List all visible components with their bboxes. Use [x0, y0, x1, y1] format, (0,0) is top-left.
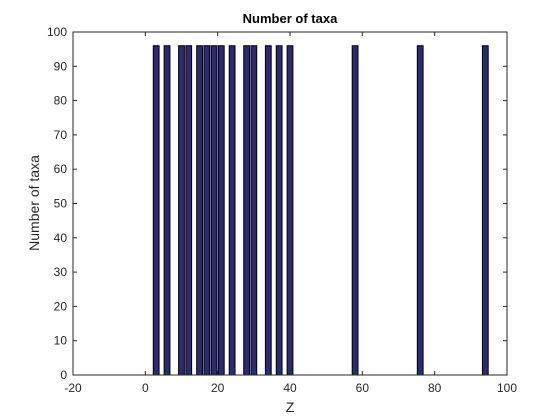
y-axis-ticks: 0 10 20 30 40 50 60 70 80 90 100: [47, 25, 507, 382]
bar: [228, 45, 236, 376]
bar: [351, 45, 359, 376]
x-tick-label: -20: [64, 381, 82, 395]
x-tick-label: 100: [497, 381, 517, 395]
y-tick-label: 90: [54, 59, 68, 73]
bar: [264, 45, 272, 376]
y-tick-label: 20: [54, 299, 68, 313]
bar: [152, 45, 160, 376]
bar: [210, 45, 218, 376]
x-tick-label: 0: [142, 381, 149, 395]
y-tick-label: 40: [54, 231, 68, 245]
bar: [163, 45, 171, 376]
y-axis-label: Number of taxa: [26, 155, 42, 251]
bar: [275, 45, 283, 376]
bar: [416, 45, 424, 376]
y-tick-label: 100: [47, 25, 67, 39]
x-tick-label: 80: [428, 381, 442, 395]
y-tick-label: 30: [54, 265, 68, 279]
x-axis-label: Z: [286, 399, 295, 415]
bar: [196, 45, 203, 376]
chart-title: Number of taxa: [243, 11, 338, 26]
x-tick-label: 20: [211, 381, 225, 395]
x-tick-label: 40: [283, 381, 297, 395]
bar: [286, 45, 294, 376]
y-tick-label: 0: [60, 368, 67, 382]
y-tick-label: 80: [54, 94, 68, 108]
bar: [203, 45, 211, 376]
y-tick-label: 60: [54, 162, 68, 176]
x-axis-ticks: -20 0 20 40 60 80 100: [64, 32, 517, 395]
y-tick-label: 10: [54, 334, 68, 348]
bar: [481, 45, 489, 376]
bar: [243, 45, 250, 376]
y-tick-label: 50: [54, 197, 68, 211]
bar: [250, 45, 258, 376]
x-tick-label: 60: [356, 381, 370, 395]
bar: [185, 45, 193, 376]
bar: [178, 45, 185, 376]
y-tick-label: 70: [54, 128, 68, 142]
bar: [217, 45, 225, 376]
